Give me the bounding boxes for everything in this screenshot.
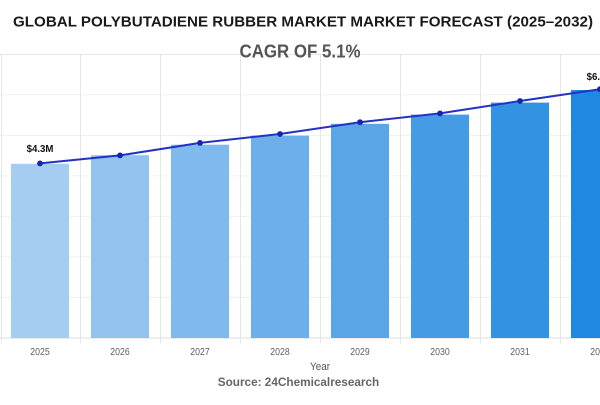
svg-text:$4.3M: $4.3M <box>27 144 54 155</box>
svg-text:2031: 2031 <box>510 347 530 358</box>
svg-text:2025: 2025 <box>30 347 50 358</box>
svg-text:$6.1M: $6.1M <box>587 72 600 83</box>
svg-text:2027: 2027 <box>190 347 210 358</box>
svg-text:2028: 2028 <box>270 347 290 358</box>
svg-text:2029: 2029 <box>350 347 370 358</box>
svg-text:CAGR OF 5.1%: CAGR OF 5.1% <box>240 42 361 62</box>
svg-text:Year: Year <box>310 361 330 373</box>
svg-text:2030: 2030 <box>430 347 450 358</box>
svg-text:Source: 24Chemicalresearch: Source: 24Chemicalresearch <box>218 375 380 389</box>
svg-text:GLOBAL POLYBUTADIENE RUBBER MA: GLOBAL POLYBUTADIENE RUBBER MARKET MARKE… <box>13 15 593 31</box>
svg-text:2032: 2032 <box>590 347 600 358</box>
svg-text:2026: 2026 <box>110 347 130 358</box>
